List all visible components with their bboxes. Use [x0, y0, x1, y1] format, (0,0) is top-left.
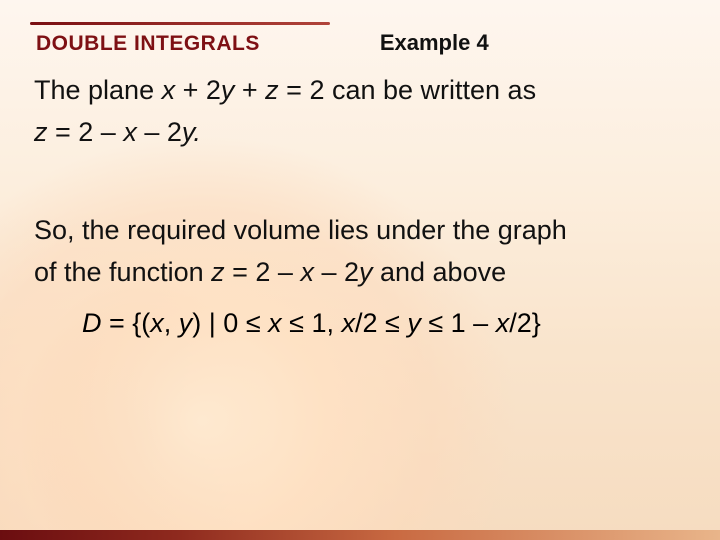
p1-text: + 2 [175, 75, 221, 105]
header-row: DOUBLE INTEGRALS Example 4 [34, 30, 686, 56]
slide: DOUBLE INTEGRALS Example 4 The plane x +… [0, 0, 720, 540]
p2-text: – 2 [314, 257, 359, 287]
var-x: x [300, 257, 314, 287]
var-x: x [268, 308, 282, 338]
var-z: z [265, 75, 279, 105]
var-x: x [123, 117, 137, 147]
var-y: y [221, 75, 235, 105]
var-z: z [34, 117, 48, 147]
bottom-accent-bar [0, 530, 720, 540]
d-text: /2} [509, 308, 541, 338]
p1-text: – 2 [137, 117, 182, 147]
var-D: D [82, 308, 102, 338]
p2-text: = 2 – [225, 257, 301, 287]
var-x: x [342, 308, 356, 338]
domain-definition: D = {(x, y) | 0 ≤ x ≤ 1, x/2 ≤ y ≤ 1 – x… [34, 303, 686, 345]
var-x: x [162, 75, 176, 105]
d-text: = {( [102, 308, 151, 338]
var-x: x [150, 308, 164, 338]
d-text: ) | 0 ≤ [192, 308, 268, 338]
p1-text: = 2 – [48, 117, 124, 147]
top-accent-bar [30, 22, 330, 25]
d-text: ≤ 1 – [421, 308, 496, 338]
p2-line1: So, the required volume lies under the g… [34, 215, 567, 245]
var-y: y [179, 308, 193, 338]
p1-text: = 2 can be written as [279, 75, 536, 105]
var-y: y. [182, 117, 201, 147]
var-x: x [496, 308, 510, 338]
d-text: ≤ 1, [282, 308, 342, 338]
d-text: , [164, 308, 179, 338]
section-title: DOUBLE INTEGRALS [36, 32, 260, 56]
d-text: /2 ≤ [355, 308, 407, 338]
p1-text: + [234, 75, 265, 105]
p1-text: The plane [34, 75, 162, 105]
example-label: Example 4 [380, 30, 489, 56]
p2-text: of the function [34, 257, 211, 287]
var-z: z [211, 257, 225, 287]
p2-text: and above [372, 257, 506, 287]
paragraph-2: So, the required volume lies under the g… [34, 210, 686, 294]
paragraph-1: The plane x + 2y + z = 2 can be written … [34, 70, 686, 154]
var-y: y [359, 257, 373, 287]
var-y: y [407, 308, 421, 338]
